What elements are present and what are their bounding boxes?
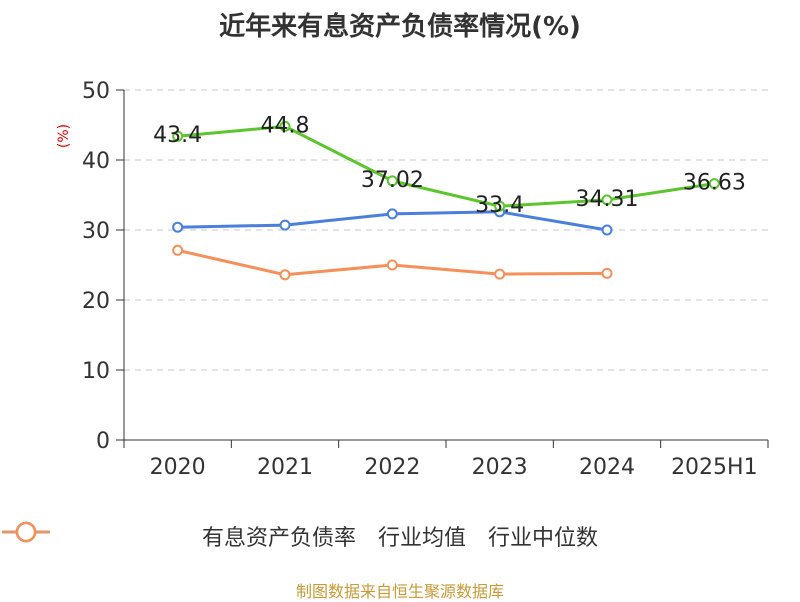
- series-0-point-0: [172, 130, 184, 142]
- y-tick-label-2: 20: [82, 289, 110, 314]
- series-1-point-0: [172, 221, 184, 233]
- data-label-0-2: 37.02: [361, 168, 424, 193]
- series-2-point-2: [386, 259, 398, 271]
- series-2-point-4: [601, 267, 613, 279]
- data-label-0-0: 43.4: [153, 123, 202, 148]
- source-note: 制图数据来自恒生聚源数据库: [295, 582, 504, 601]
- legend-swatch-2: [2, 521, 50, 543]
- series-1-point-2: [386, 208, 398, 220]
- y-tick-label-3: 30: [82, 219, 110, 244]
- series-1-point-1: [279, 219, 291, 231]
- legend-item-1[interactable]: 行业均值: [2, 520, 466, 552]
- y-tick-label-5: 50: [82, 79, 110, 104]
- series-2-point-0: [172, 244, 184, 256]
- legend-item-2[interactable]: 行业中位数: [2, 520, 599, 552]
- data-label-0-4: 34.31: [576, 187, 639, 212]
- series-2-point-3: [494, 268, 506, 280]
- x-tick-label-5: 2025H1: [671, 455, 758, 480]
- legend-label-2: 行业中位数: [488, 526, 599, 551]
- legend-label-1: 行业均值: [377, 526, 466, 551]
- x-tick-label-4: 2024: [579, 455, 635, 480]
- x-tick-label-2: 2022: [364, 455, 420, 480]
- chart-title: 近年来有息资产负债率情况(%): [219, 12, 581, 42]
- series-line-0: [177, 124, 715, 208]
- x-tick-label-3: 2023: [472, 455, 528, 480]
- legend: 有息资产负债率 行业均值 行业中位数: [0, 520, 800, 552]
- y-tick-label-0: 0: [96, 429, 110, 454]
- data-label-0-3: 33.4: [475, 193, 524, 218]
- series-0-point-5: [708, 178, 720, 190]
- legend-item-0[interactable]: 有息资产负债率: [2, 520, 356, 552]
- x-tick-label-1: 2021: [257, 455, 313, 480]
- series-2-point-1: [279, 269, 291, 281]
- x-tick-label-0: 2020: [150, 455, 206, 480]
- series-0-point-1: [279, 120, 291, 132]
- series-0-point-3: [494, 200, 506, 212]
- y-tick-label-4: 40: [82, 149, 110, 174]
- series-0-point-4: [601, 194, 613, 206]
- y-tick-label-1: 10: [82, 359, 110, 384]
- legend-label-0: 有息资产负债率: [201, 526, 356, 551]
- series-1-point-4: [601, 224, 613, 236]
- data-label-0-5: 36.63: [683, 171, 746, 196]
- series-0-point-2: [386, 175, 398, 187]
- data-label-0-1: 44.8: [261, 113, 310, 138]
